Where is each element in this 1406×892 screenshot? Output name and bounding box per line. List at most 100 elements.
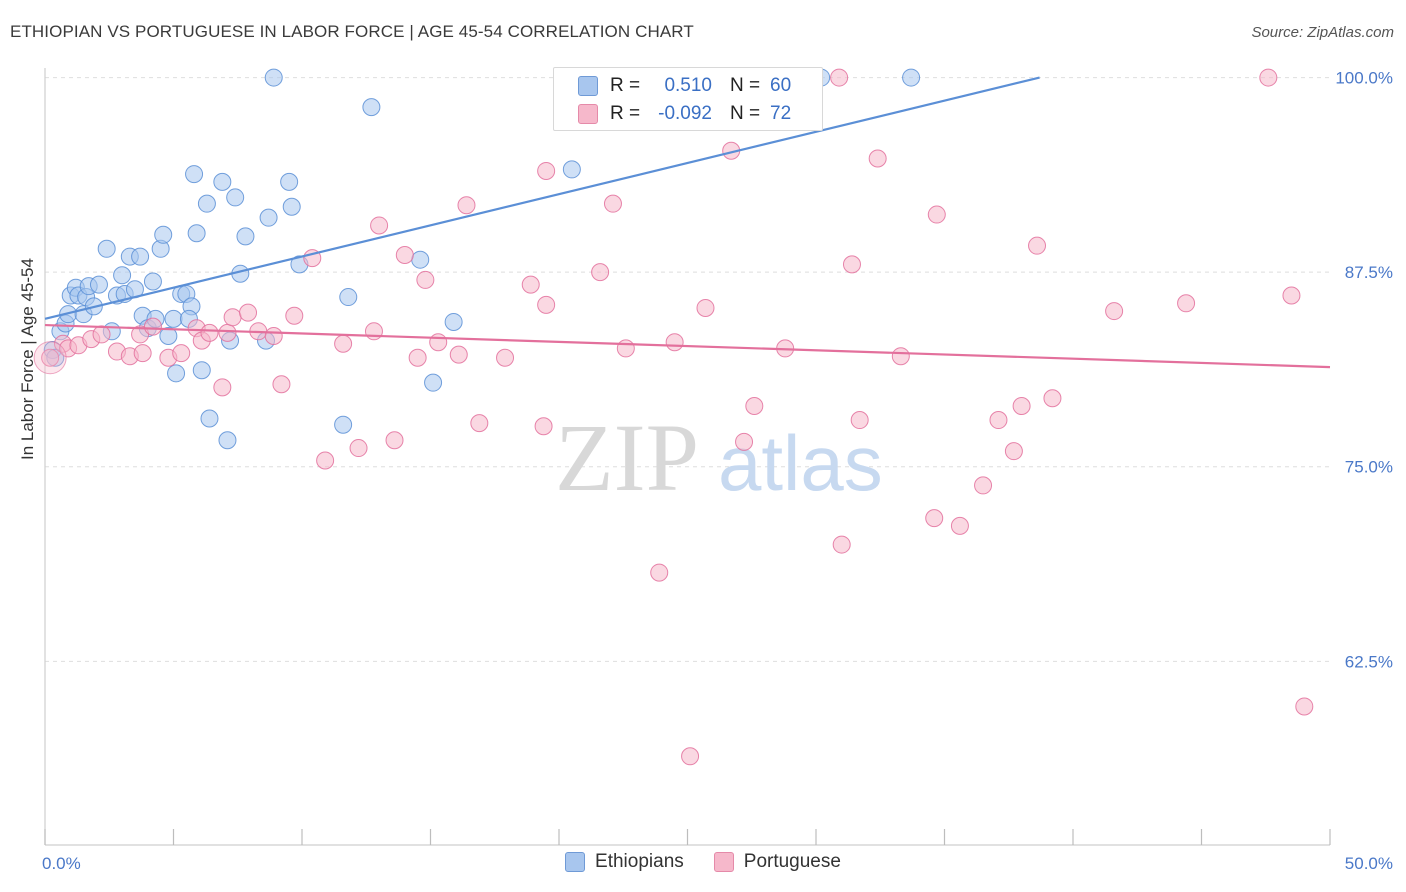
data-point	[364, 322, 383, 341]
legend-n-value: 72	[770, 103, 792, 124]
data-point	[370, 216, 389, 235]
data-point	[89, 275, 108, 294]
data-point	[470, 414, 489, 433]
data-point	[650, 563, 669, 582]
data-point	[429, 333, 448, 352]
data-point	[416, 270, 435, 289]
data-point	[444, 312, 463, 331]
data-point	[868, 149, 887, 168]
data-point	[830, 68, 849, 87]
legend-n-value: 60	[770, 75, 792, 96]
data-point	[280, 172, 299, 191]
data-point	[131, 247, 150, 266]
legend-swatch-portuguese	[578, 104, 598, 124]
data-point	[681, 747, 700, 766]
data-point	[424, 373, 443, 392]
data-point	[226, 188, 245, 207]
data-point	[133, 344, 152, 363]
data-point	[1105, 302, 1124, 321]
data-point	[223, 308, 242, 327]
legend-label-portuguese: Portuguese	[743, 851, 841, 872]
legend-r-value: -0.092	[658, 103, 712, 124]
data-point	[850, 411, 869, 430]
legend-swatch-ethiopians	[565, 852, 586, 872]
data-point	[1004, 442, 1023, 461]
data-point	[213, 378, 232, 397]
data-point-cluster	[33, 341, 67, 375]
watermark-zip: ZIP	[555, 404, 699, 511]
data-point	[745, 397, 764, 416]
data-point	[113, 266, 132, 285]
data-point	[264, 326, 283, 345]
data-point	[143, 317, 162, 336]
data-point	[1282, 286, 1301, 305]
data-point	[902, 68, 921, 87]
series-legend: Ethiopians Portuguese	[0, 851, 1406, 873]
data-point	[213, 172, 232, 191]
data-point	[92, 325, 111, 344]
data-point	[408, 348, 427, 367]
series-ethiopians	[43, 68, 921, 450]
data-point	[411, 250, 430, 269]
data-point	[218, 323, 237, 342]
data-point	[197, 194, 216, 213]
x-tick-label: 0.0%	[42, 854, 81, 873]
data-point	[521, 275, 540, 294]
data-point	[974, 476, 993, 495]
data-point	[842, 255, 861, 274]
data-point	[603, 194, 622, 213]
data-point	[154, 225, 173, 244]
tick-labels: 62.5% 75.0% 87.5% 100.0% 0.0% 50.0%	[42, 69, 1393, 873]
data-point	[457, 196, 476, 215]
watermark: ZIP atlas	[555, 404, 883, 511]
data-point	[172, 344, 191, 363]
legend-row-ethiopians: R = 0.510 N = 60	[578, 74, 791, 98]
data-point	[41, 348, 60, 367]
axes	[44, 68, 1331, 846]
data-point	[236, 227, 255, 246]
stats-legend: R = 0.510 N = 60 R = -0.092 N = 72	[553, 67, 823, 131]
data-point	[989, 411, 1008, 430]
data-point	[385, 431, 404, 450]
data-point	[316, 451, 335, 470]
data-point	[950, 516, 969, 535]
data-point	[200, 323, 219, 342]
data-point	[395, 246, 414, 265]
chart-title: ETHIOPIAN VS PORTUGUESE IN LABOR FORCE |…	[10, 22, 694, 41]
data-point	[164, 309, 183, 328]
data-point	[192, 361, 211, 380]
x-tick-label: 50.0%	[1345, 854, 1393, 873]
data-point	[449, 345, 468, 364]
data-point	[665, 333, 684, 352]
data-point	[349, 439, 368, 458]
data-point	[696, 298, 715, 317]
data-point	[537, 295, 556, 314]
data-point	[1043, 389, 1062, 408]
data-point	[187, 224, 206, 243]
data-point	[616, 339, 635, 358]
data-point	[239, 303, 258, 322]
data-point	[218, 431, 237, 450]
legend-item-ethiopians[interactable]: Ethiopians	[565, 851, 684, 873]
data-point	[362, 98, 381, 117]
data-point	[272, 375, 291, 394]
data-point	[537, 161, 556, 180]
legend-label-ethiopians: Ethiopians	[595, 851, 684, 872]
chart-source: Source: ZipAtlas.com	[1251, 24, 1394, 41]
legend-row-portuguese: R = -0.092 N = 72	[578, 102, 791, 126]
data-point	[334, 415, 353, 434]
legend-item-portuguese[interactable]: Portuguese	[713, 851, 841, 873]
legend-swatch-portuguese	[713, 852, 734, 872]
data-point	[496, 348, 515, 367]
legend-n-label: N =	[730, 103, 761, 124]
data-point	[591, 263, 610, 282]
legend-r-label: R =	[610, 75, 641, 96]
data-point	[282, 197, 301, 216]
data-point	[832, 535, 851, 554]
legend-n-label: N =	[730, 75, 761, 96]
data-point	[339, 288, 358, 307]
data-point	[534, 417, 553, 436]
watermark-atlas: atlas	[718, 419, 883, 507]
y-tick-label: 62.5%	[1345, 652, 1393, 671]
